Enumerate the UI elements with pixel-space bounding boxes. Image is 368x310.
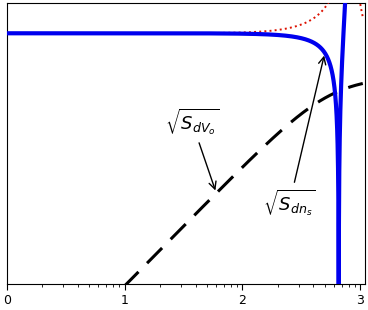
Text: $\sqrt{S_{dn_s}}$: $\sqrt{S_{dn_s}}$ xyxy=(263,57,326,218)
Text: $\sqrt{S_d}$: $\sqrt{S_d}$ xyxy=(0,309,1,310)
Text: $\sqrt{S_{dV_o}}$: $\sqrt{S_{dV_o}}$ xyxy=(165,107,219,189)
